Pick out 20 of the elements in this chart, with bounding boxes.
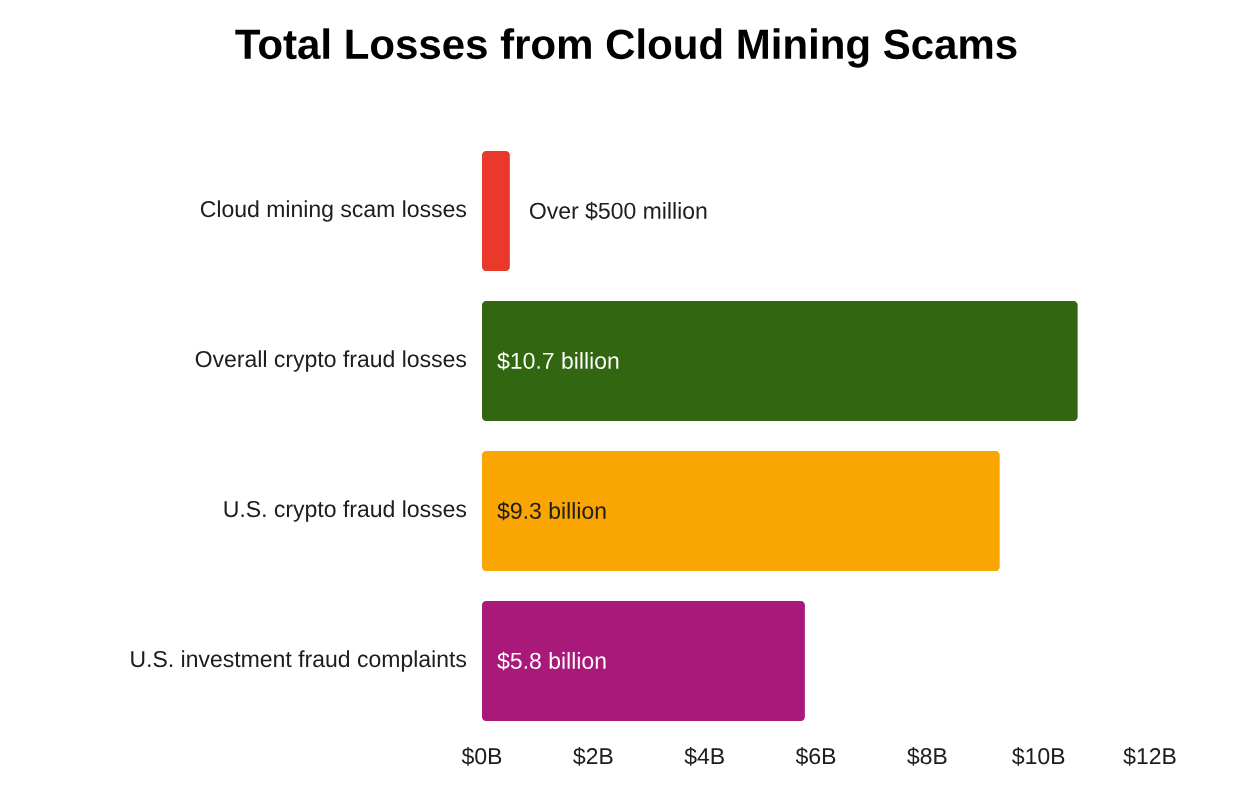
x-tick-label: $0B [461,747,502,766]
x-tick-label: $12B [1123,747,1176,766]
chart-title: Total Losses from Cloud Mining Scams [235,28,1017,68]
y-tick-label: U.S. investment fraud complaints [131,650,467,672]
data-label: $9.3 billion [497,501,606,521]
y-tick-label: Cloud mining scam losses [200,200,467,222]
bar [482,300,1078,421]
x-tick-label: $8B [907,747,947,766]
data-label: $5.8 billion [497,651,606,671]
x-tick-label: $4B [684,747,724,766]
data-label: $10.7 billion [497,351,619,371]
y-tick-label: Overall crypto fraud losses [195,350,467,372]
x-tick-label: $6B [795,747,836,766]
bar [482,150,510,271]
bar [482,450,1000,571]
x-tick-label: $2B [573,747,613,766]
y-tick-label: U.S. crypto fraud losses [224,500,467,522]
data-label: Over $500 million [530,201,707,221]
bar [482,600,805,721]
x-tick-label: $10B [1012,747,1065,766]
